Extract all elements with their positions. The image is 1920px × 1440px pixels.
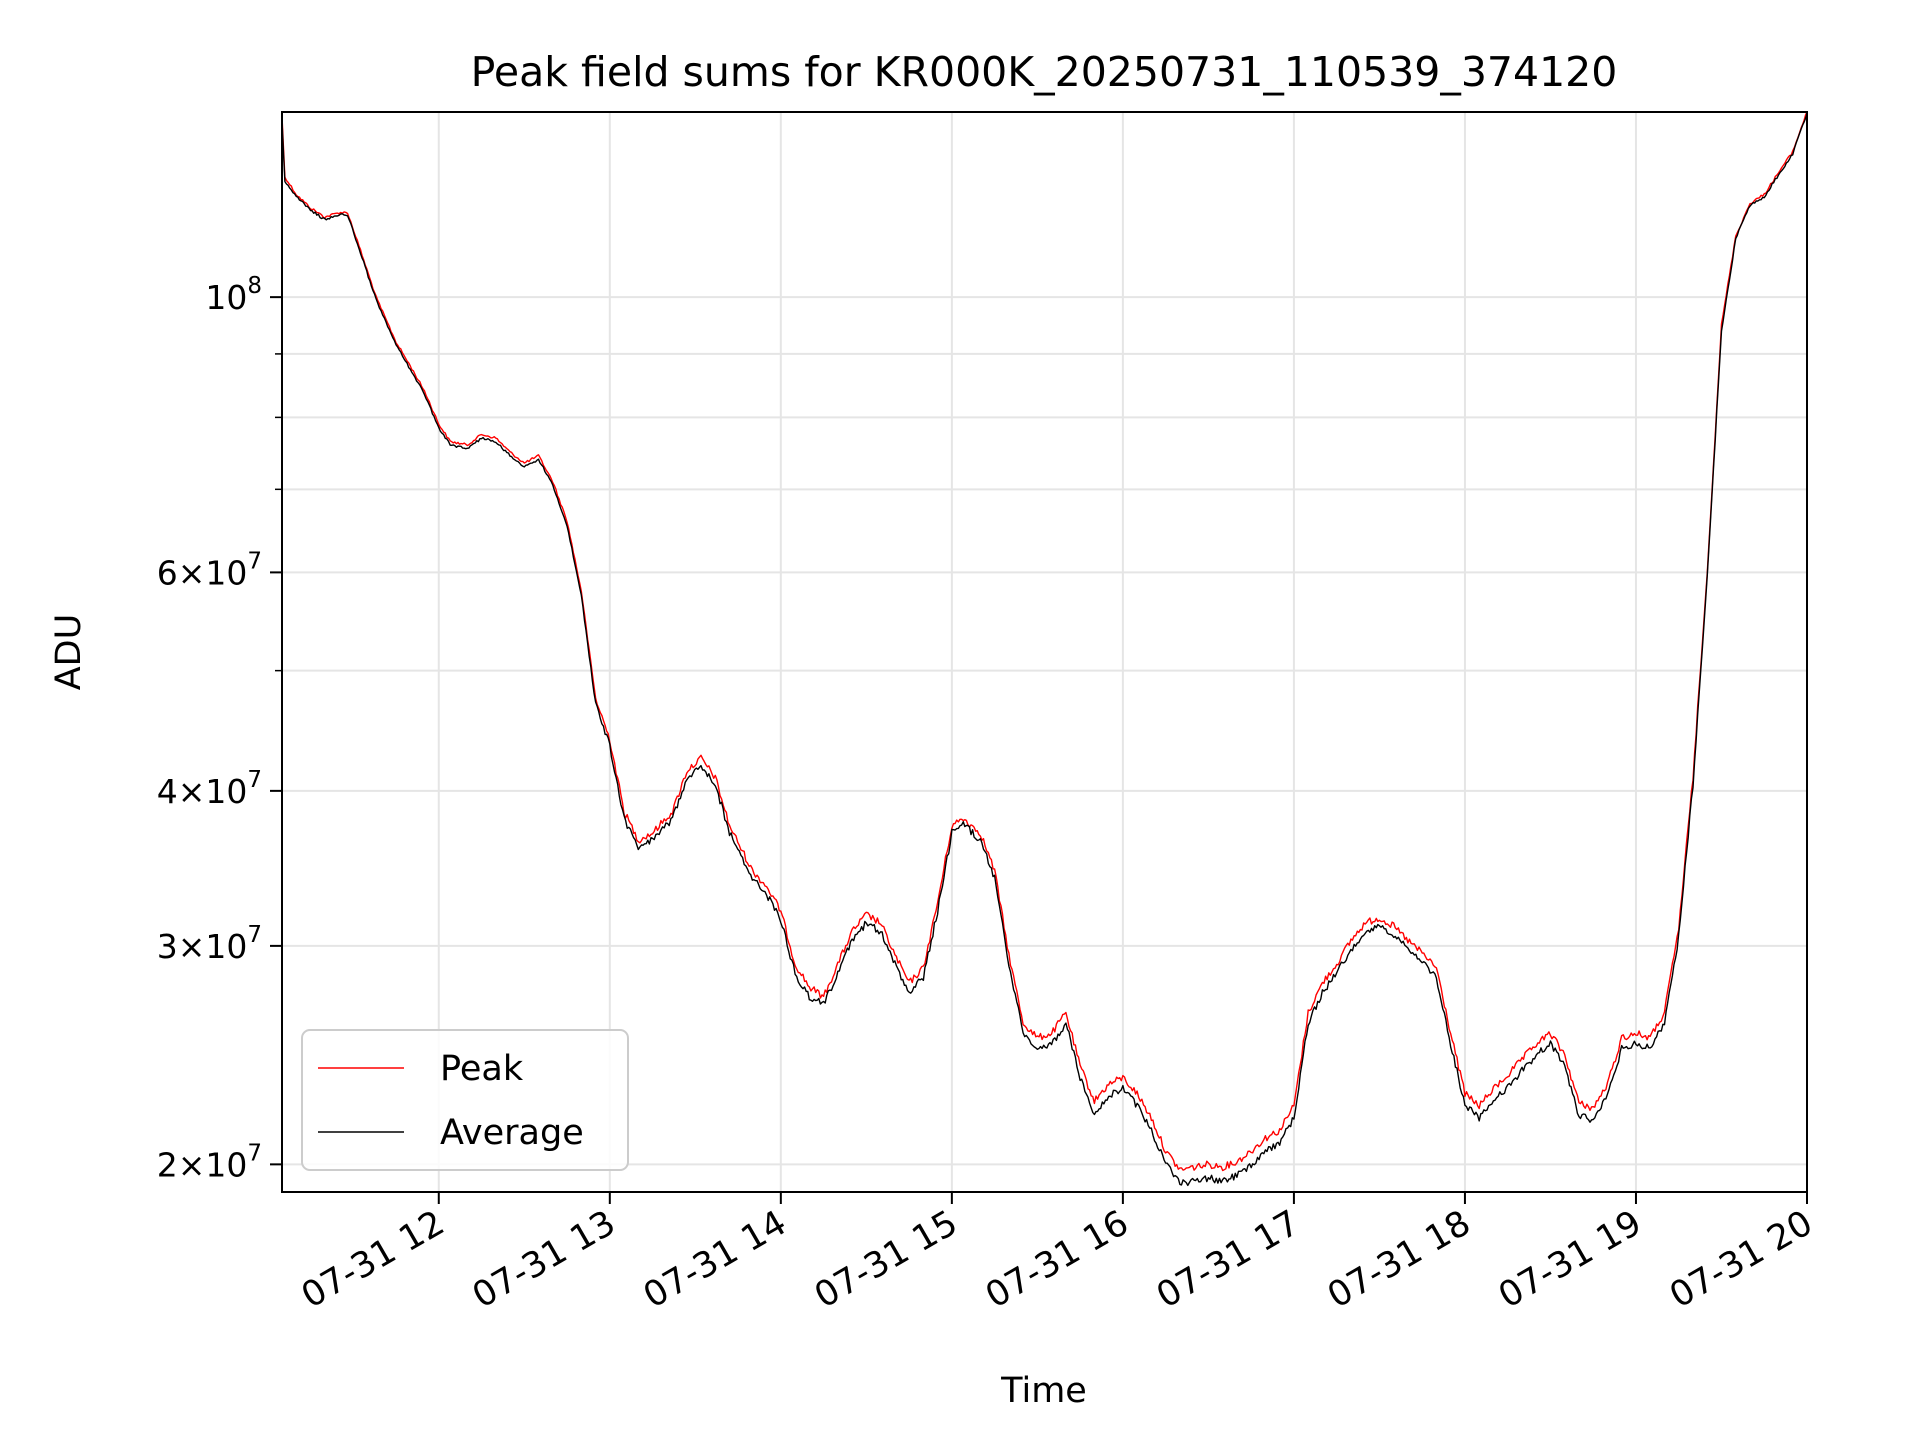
y-tick-label: 3×107 [157,922,262,966]
legend-box [301,1029,629,1171]
y-tick-label: 108 [205,273,262,317]
series-line-average [282,113,1807,1187]
series-layer [282,112,1807,1187]
legend: Peak Average [301,1029,629,1171]
y-tick-label: 6×107 [157,548,262,592]
x-axis-label: Time [1000,1371,1087,1411]
plot-frame [281,111,1808,1193]
y-tick-label: 4×107 [157,767,262,811]
legend-label-peak: Peak [440,1049,524,1089]
y-axis-label: ADU [49,614,89,691]
y-tick-label: 2×107 [157,1140,262,1184]
chart-title: Peak field sums for KR000K_20250731_1105… [471,48,1618,96]
y-axis: 108 6×107 4×107 3×107 2×107 [157,273,282,1184]
series-line-peak [282,112,1807,1172]
legend-label-average: Average [440,1113,584,1153]
